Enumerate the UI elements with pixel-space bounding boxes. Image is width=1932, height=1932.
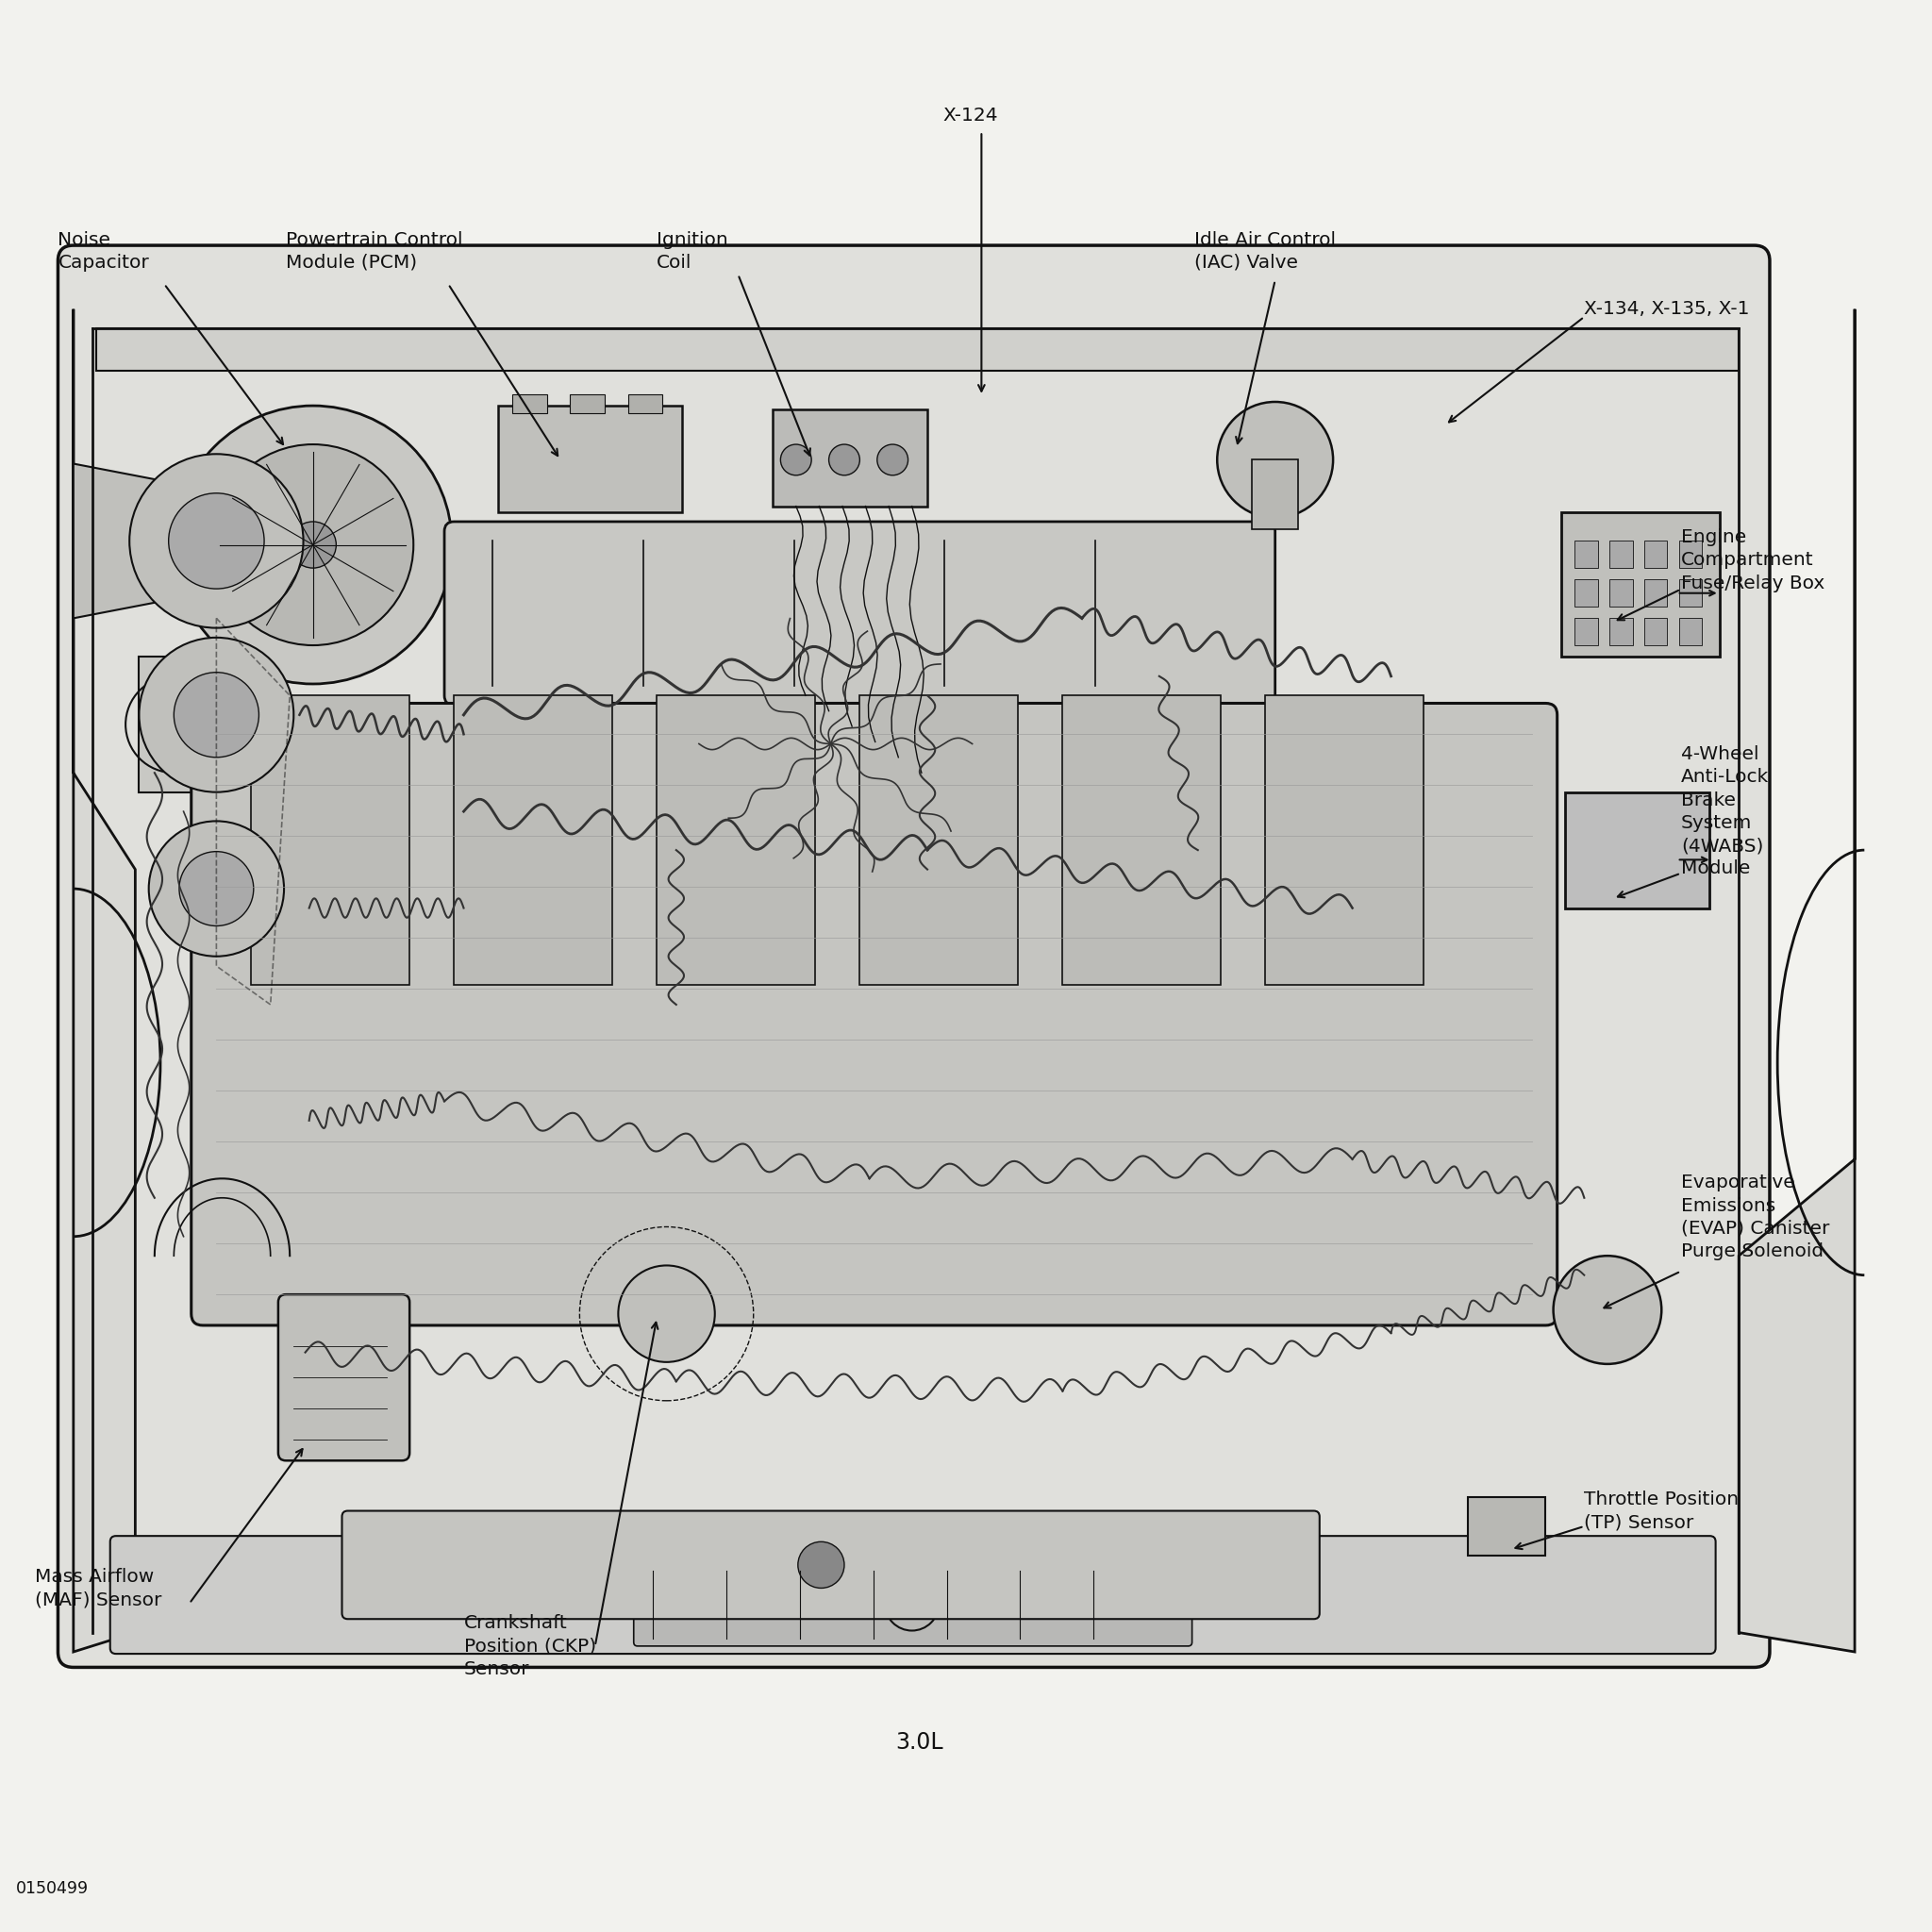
Bar [657,696,815,985]
Bar [1252,460,1298,529]
Circle shape [618,1265,715,1362]
Circle shape [174,406,452,684]
Bar [1063,696,1221,985]
FancyBboxPatch shape [444,522,1275,705]
Bar [1644,580,1667,607]
Circle shape [290,522,336,568]
Text: 3.0L: 3.0L [896,1731,943,1754]
Polygon shape [1739,309,1855,1652]
Circle shape [180,852,253,925]
Text: Idle Air Control
(IAC) Valve: Idle Air Control (IAC) Valve [1194,230,1335,272]
FancyBboxPatch shape [634,1561,1192,1646]
Bar [773,410,927,506]
FancyBboxPatch shape [342,1511,1320,1619]
Text: Evaporative
Emissions
(EVAP) Canister
Purge Solenoid: Evaporative Emissions (EVAP) Canister Pu… [1681,1175,1830,1260]
Circle shape [798,1542,844,1588]
Bar [1561,512,1719,657]
Bar [1679,541,1702,568]
Circle shape [149,821,284,956]
Circle shape [213,444,413,645]
Circle shape [129,454,303,628]
Bar [570,394,605,413]
FancyBboxPatch shape [58,245,1770,1667]
Bar [1644,541,1667,568]
Text: Mass Airflow
(MAF) Sensor: Mass Airflow (MAF) Sensor [35,1567,162,1609]
Bar [1575,541,1598,568]
Circle shape [174,672,259,757]
Bar [1679,618,1702,645]
Text: 4-Wheel
Anti-Lock
Brake
System
(4WABS)
Module: 4-Wheel Anti-Lock Brake System (4WABS) M… [1681,746,1770,877]
Bar [1609,618,1633,645]
Bar [1575,618,1598,645]
FancyBboxPatch shape [110,1536,1716,1654]
Circle shape [877,444,908,475]
Circle shape [1553,1256,1662,1364]
Bar [1609,580,1633,607]
Bar [498,406,682,512]
Text: Engine
Compartment
Fuse/Relay Box: Engine Compartment Fuse/Relay Box [1681,529,1824,591]
FancyBboxPatch shape [191,703,1557,1325]
Circle shape [1217,402,1333,518]
Polygon shape [73,464,213,618]
Bar [1644,618,1667,645]
Text: Noise
Capacitor: Noise Capacitor [58,230,149,272]
Circle shape [139,638,294,792]
Circle shape [145,696,203,753]
Circle shape [898,1590,925,1617]
Bar [97,328,1739,371]
Circle shape [781,444,811,475]
Bar [1565,792,1710,908]
Circle shape [829,444,860,475]
Bar [1265,696,1424,985]
Text: X-134, X-135, X-1: X-134, X-135, X-1 [1584,299,1750,319]
Bar [1609,541,1633,568]
Text: Throttle Position
(TP) Sensor: Throttle Position (TP) Sensor [1584,1490,1739,1532]
Text: Ignition
Coil: Ignition Coil [657,230,728,272]
Bar [1575,580,1598,607]
Circle shape [168,493,265,589]
Bar [512,394,547,413]
Text: X-124: X-124 [943,106,999,126]
Bar [251,696,410,985]
Text: Powertrain Control
Module (PCM): Powertrain Control Module (PCM) [286,230,464,272]
Polygon shape [73,309,135,1652]
Bar [628,394,663,413]
Bar [1679,580,1702,607]
Bar [454,696,612,985]
Text: Crankshaft
Position (CKP)
Sensor: Crankshaft Position (CKP) Sensor [464,1615,595,1677]
Text: 0150499: 0150499 [15,1880,89,1897]
FancyBboxPatch shape [278,1294,410,1461]
Bar [860,696,1018,985]
Bar [1468,1497,1546,1555]
Bar [139,657,207,792]
